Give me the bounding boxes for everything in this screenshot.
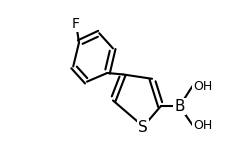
Text: OH: OH [193, 119, 212, 132]
Text: F: F [72, 17, 80, 31]
Text: S: S [139, 120, 148, 135]
Text: OH: OH [193, 80, 212, 93]
Text: B: B [174, 99, 185, 114]
